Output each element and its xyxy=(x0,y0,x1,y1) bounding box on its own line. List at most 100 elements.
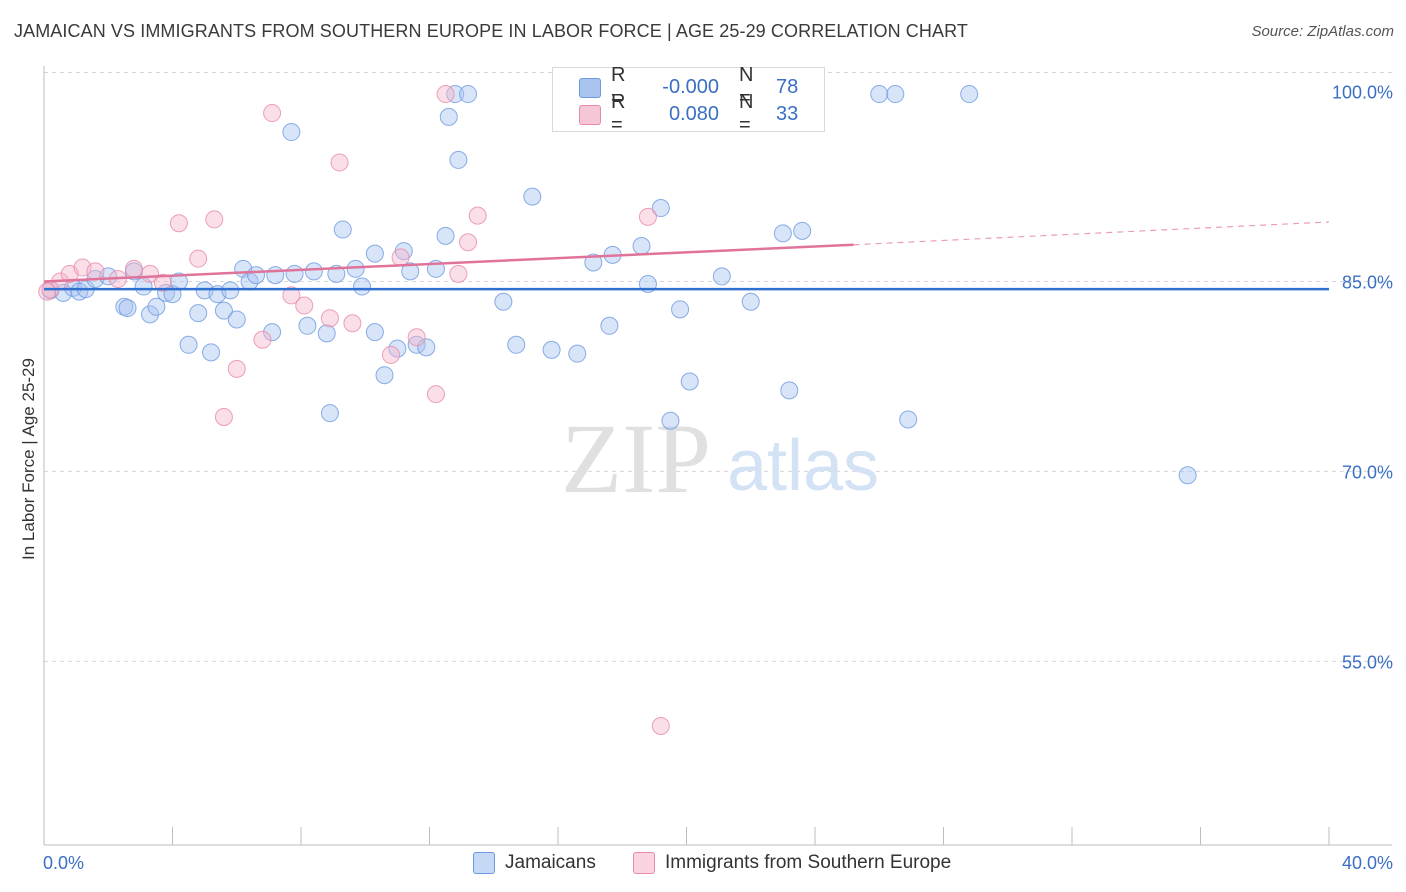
jamaicans-point xyxy=(375,366,394,385)
jamaicans-point xyxy=(365,244,384,263)
southern-europe-point xyxy=(320,309,339,328)
jamaicans-point xyxy=(793,221,812,240)
legend-item-jamaicans[interactable]: Jamaicans xyxy=(473,852,596,874)
legend-item-southern-europe[interactable]: Immigrants from Southern Europe xyxy=(633,852,951,874)
southern-europe-point xyxy=(214,407,233,426)
jamaicans-point xyxy=(285,264,304,283)
trend-lines xyxy=(43,221,1330,291)
jamaicans-point xyxy=(584,253,603,272)
jamaicans-point xyxy=(298,316,317,335)
southern-europe-legend-icon xyxy=(633,852,655,874)
jamaicans-legend-icon xyxy=(473,852,495,874)
jamaicans-point xyxy=(671,300,690,319)
r-label: R = xyxy=(611,64,626,109)
southern-europe-point xyxy=(651,716,670,735)
y-tick-label: 70.0% xyxy=(1342,462,1393,482)
jamaicans-point xyxy=(960,85,979,104)
southern-europe-swatch-icon xyxy=(579,105,601,125)
southern-europe-point xyxy=(407,328,426,347)
watermark-atlas: atlas xyxy=(727,426,879,506)
southern-europe-point xyxy=(436,85,455,104)
watermark: ZIP atlas xyxy=(561,403,879,514)
jamaicans-point xyxy=(712,267,731,286)
jamaicans-point xyxy=(353,277,372,296)
southern-europe-point xyxy=(426,385,445,404)
jamaicans-point xyxy=(401,262,420,281)
tick-labels: 100.0% 85.0% 70.0% 55.0% 0.0% 40.0% xyxy=(43,83,1393,873)
legend-label: Immigrants from Southern Europe xyxy=(665,852,952,873)
jamaicans-point xyxy=(494,292,513,311)
jamaicans-point xyxy=(1178,466,1197,485)
southern-europe-trend-line xyxy=(43,243,854,283)
jamaicans-point xyxy=(436,226,455,245)
jamaicans-point xyxy=(600,316,619,335)
jamaicans-point xyxy=(568,344,587,363)
jamaicans-point xyxy=(118,299,137,318)
southern-europe-point xyxy=(205,210,224,229)
southern-europe-trend-extension xyxy=(853,221,1330,246)
jamaicans-point xyxy=(632,237,651,256)
jamaicans-point xyxy=(507,335,526,354)
jamaicans-point xyxy=(899,410,918,429)
jamaicans-point xyxy=(214,301,233,320)
southern-europe-point xyxy=(449,264,468,283)
r-label: R = xyxy=(611,91,626,136)
jamaicans-point xyxy=(661,411,680,430)
jamaicans-point xyxy=(780,381,799,400)
stats-legend: R = -0.000 N = 78 R = 0.080 N = 33 xyxy=(552,64,825,136)
jamaicans-point xyxy=(741,292,760,311)
jamaicans-point xyxy=(439,107,458,126)
southern-europe-point xyxy=(189,249,208,268)
jamaicans-point xyxy=(263,323,282,342)
n-value: 78 xyxy=(776,75,799,98)
jamaicans-point xyxy=(320,404,339,423)
jamaicans-point xyxy=(141,305,160,324)
jamaicans-point xyxy=(189,304,208,323)
n-label: N = xyxy=(739,91,754,136)
jamaicans-point xyxy=(317,324,336,343)
jamaicans-point xyxy=(542,340,561,359)
x-tick-label: 0.0% xyxy=(43,853,84,873)
jamaicans-point xyxy=(870,85,889,104)
jamaicans-point xyxy=(282,123,301,142)
gridlines xyxy=(44,72,1392,662)
southern-europe-point xyxy=(169,214,188,233)
y-tick-label: 55.0% xyxy=(1342,652,1393,672)
southern-europe-point xyxy=(141,264,160,283)
jamaicans-point xyxy=(179,335,198,354)
jamaicans-point xyxy=(773,224,792,243)
southern-europe-point xyxy=(282,286,301,305)
southern-europe-point xyxy=(381,345,400,364)
southern-europe-point xyxy=(468,206,487,225)
southern-europe-point xyxy=(391,248,410,267)
southern-europe-point xyxy=(459,233,478,252)
jamaicans-swatch-icon xyxy=(579,78,601,98)
r-value: 0.080 xyxy=(668,102,719,125)
axes xyxy=(43,66,1392,846)
series-legend: Jamaicans Immigrants from Southern Europ… xyxy=(0,852,1406,878)
jamaicans-point xyxy=(449,150,468,169)
jamaicans-point xyxy=(523,187,542,206)
data-points xyxy=(38,85,1197,735)
jamaicans-point xyxy=(333,220,352,239)
southern-europe-point xyxy=(263,104,282,123)
watermark-zip: ZIP xyxy=(561,403,711,514)
jamaicans-point xyxy=(202,343,221,362)
jamaicans-point xyxy=(221,281,240,300)
n-label: N = xyxy=(739,64,754,109)
southern-europe-point xyxy=(343,314,362,333)
southern-europe-point xyxy=(153,273,172,292)
jamaicans-point xyxy=(365,323,384,342)
n-value: 33 xyxy=(776,102,799,125)
source-credit: Source: ZipAtlas.com xyxy=(1251,23,1394,40)
jamaicans-point xyxy=(247,266,266,285)
y-tick-label: 100.0% xyxy=(1332,83,1393,103)
southern-europe-point xyxy=(253,330,272,349)
jamaicans-point xyxy=(417,338,436,357)
southern-europe-point xyxy=(638,207,657,226)
r-value: -0.000 xyxy=(662,75,719,98)
jamaicans-point xyxy=(459,85,478,104)
jamaicans-point xyxy=(388,339,407,358)
southern-europe-point xyxy=(227,359,246,378)
